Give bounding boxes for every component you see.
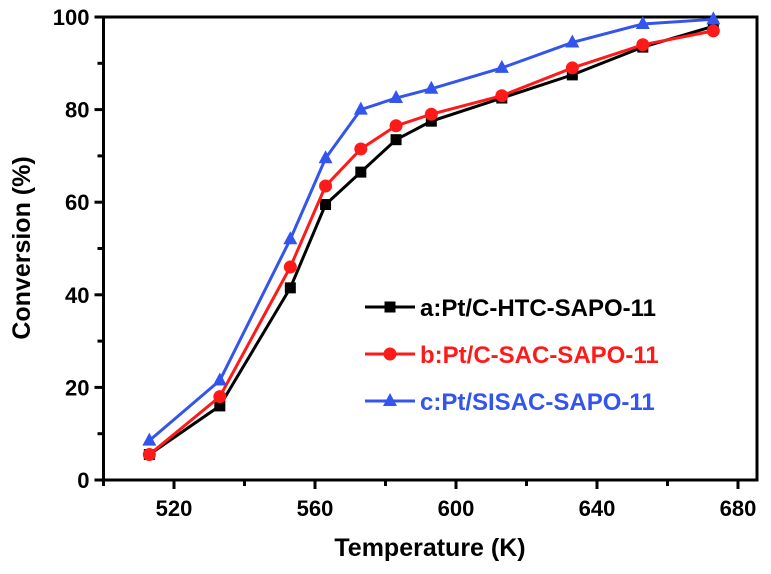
data-point <box>636 38 650 52</box>
x-tick-label: 680 <box>720 496 757 521</box>
data-point <box>389 90 404 104</box>
legend-item: c:Pt/SISAC-SAPO-11 <box>365 389 655 416</box>
data-point <box>389 119 403 133</box>
data-point <box>425 115 437 127</box>
data-point <box>565 34 580 48</box>
data-point <box>353 101 368 115</box>
data-point <box>635 15 650 29</box>
data-point <box>424 107 438 121</box>
legend-marker <box>383 347 397 361</box>
data-point <box>320 199 332 211</box>
data-point <box>283 231 298 245</box>
data-point <box>283 260 297 274</box>
data-point <box>495 89 509 103</box>
data-point <box>214 400 226 412</box>
data-point <box>284 282 296 294</box>
data-point <box>565 61 579 75</box>
x-tick-label: 560 <box>297 496 334 521</box>
data-point <box>566 69 578 81</box>
data-point <box>318 150 333 164</box>
legend-marker <box>384 301 396 313</box>
data-point <box>494 59 509 73</box>
data-point <box>424 80 439 94</box>
series-c <box>142 11 721 446</box>
legend-label: a:Pt/C-HTC-SAPO-11 <box>420 295 656 322</box>
x-tick-label: 520 <box>156 496 193 521</box>
data-point <box>142 448 156 462</box>
y-tick-label: 0 <box>77 468 89 493</box>
data-point <box>706 11 721 25</box>
y-tick-label: 100 <box>53 5 90 30</box>
data-point <box>212 372 227 386</box>
data-point <box>354 142 368 156</box>
data-point <box>319 179 333 193</box>
data-point <box>390 134 402 146</box>
data-point <box>706 24 720 38</box>
y-axis-label: Conversion (%) <box>8 156 36 339</box>
y-tick-label: 60 <box>65 190 89 215</box>
y-tick-label: 20 <box>65 375 89 400</box>
x-axis-label: Temperature (K) <box>334 534 525 562</box>
legend-label: c:Pt/SISAC-SAPO-11 <box>420 389 655 416</box>
legend-item: b:Pt/C-SAC-SAPO-11 <box>365 342 659 369</box>
y-tick-label: 40 <box>65 283 89 308</box>
data-point <box>355 166 367 178</box>
legend-marker <box>383 393 397 406</box>
x-tick-label: 640 <box>579 496 616 521</box>
data-point <box>142 432 157 446</box>
legend-item: a:Pt/C-HTC-SAPO-11 <box>365 295 656 322</box>
series-b <box>142 24 720 462</box>
legend-label: b:Pt/C-SAC-SAPO-11 <box>420 342 659 369</box>
x-tick-label: 600 <box>438 496 475 521</box>
y-tick-label: 80 <box>65 98 89 123</box>
data-point <box>213 390 227 404</box>
